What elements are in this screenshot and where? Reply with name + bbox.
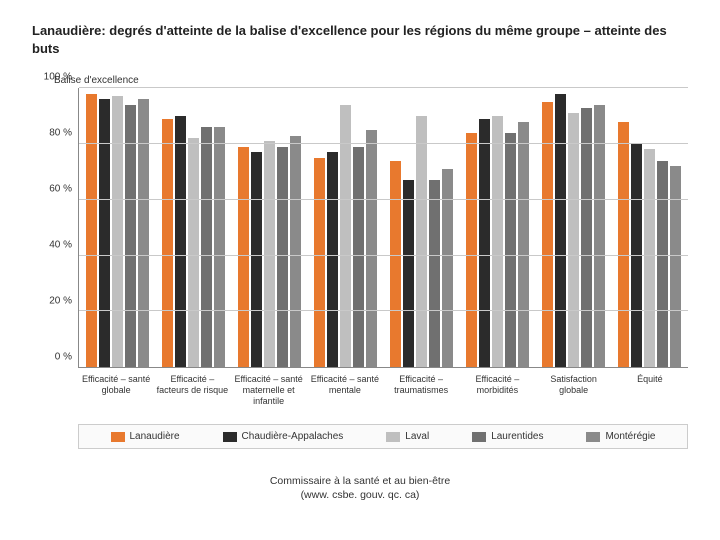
- bar: [568, 113, 579, 367]
- bar-group: [536, 88, 612, 367]
- y-tick-label: 100 %: [44, 72, 72, 83]
- legend-item: Laurentides: [472, 431, 543, 442]
- x-tick-label: Efficacité – morbidités: [459, 368, 535, 406]
- bar: [466, 133, 477, 367]
- footer-line-2: (www. csbe. gouv. qc. ca): [32, 489, 688, 503]
- bar-group: [460, 88, 536, 367]
- bar: [162, 119, 173, 367]
- legend-swatch: [386, 432, 400, 442]
- legend: Lanaudière Chaudière-Appalaches Laval Laure…: [78, 424, 688, 449]
- legend-label: Montérégie: [605, 431, 655, 442]
- y-tick-label: 20 %: [49, 296, 72, 307]
- x-axis-labels: Efficacité – santé globaleEfficacité – f…: [78, 368, 688, 406]
- legend-swatch: [472, 432, 486, 442]
- bar: [277, 147, 288, 367]
- x-tick-label: Satisfaction globale: [536, 368, 612, 406]
- legend-swatch: [586, 432, 600, 442]
- legend-swatch: [223, 432, 237, 442]
- bar-group: [231, 88, 307, 367]
- bar: [479, 119, 490, 367]
- bar: [201, 127, 212, 367]
- legend-item: Lanaudière: [111, 431, 180, 442]
- bar-group: [155, 88, 231, 367]
- legend-label: Chaudière-Appalaches: [242, 431, 344, 442]
- gridline: [79, 255, 688, 256]
- bar: [214, 127, 225, 367]
- container: Lanaudière: degrés d'atteinte de la bali…: [0, 0, 720, 503]
- bar: [555, 94, 566, 367]
- bar: [238, 147, 249, 367]
- bar: [99, 99, 110, 367]
- chart-title: Lanaudière: degrés d'atteinte de la bali…: [32, 22, 688, 57]
- bar: [125, 105, 136, 367]
- y-tick-label: 80 %: [49, 128, 72, 139]
- legend-swatch: [111, 432, 125, 442]
- y-tick-label: 40 %: [49, 240, 72, 251]
- bar: [175, 116, 186, 367]
- plot-area: [78, 88, 688, 368]
- bar: [327, 152, 338, 367]
- bar: [251, 152, 262, 367]
- footer-line-1: Commissaire à la santé et au bien-être: [32, 475, 688, 489]
- bar: [618, 122, 629, 368]
- bar: [188, 138, 199, 367]
- bar: [542, 102, 553, 367]
- bar: [416, 116, 427, 367]
- footer-credit: Commissaire à la santé et au bien-être (…: [32, 475, 688, 502]
- bar: [290, 136, 301, 368]
- x-tick-label: Efficacité – santé mentale: [307, 368, 383, 406]
- bar: [403, 180, 414, 367]
- bar-group: [384, 88, 460, 367]
- gridline: [79, 87, 688, 88]
- bar: [644, 149, 655, 367]
- bar: [429, 180, 440, 367]
- x-tick-label: Efficacité – facteurs de risque: [154, 368, 230, 406]
- x-tick-label: Efficacité – santé globale: [78, 368, 154, 406]
- bar: [505, 133, 516, 367]
- gridline: [79, 143, 688, 144]
- bar: [581, 108, 592, 367]
- chart-area: 0 %20 %40 %60 %80 %100 %: [32, 88, 688, 368]
- legend-item: Chaudière-Appalaches: [223, 431, 344, 442]
- bar-group: [612, 88, 688, 367]
- gridline: [79, 199, 688, 200]
- legend-item: Montérégie: [586, 431, 655, 442]
- gridline: [79, 310, 688, 311]
- y-axis: 0 %20 %40 %60 %80 %100 %: [32, 88, 78, 368]
- y-axis-label: Balise d'excellence: [54, 75, 688, 86]
- bar: [518, 122, 529, 368]
- x-tick-label: Efficacité – santé maternelle et infanti…: [231, 368, 307, 406]
- legend-label: Laurentides: [491, 431, 543, 442]
- y-tick-label: 0 %: [55, 352, 72, 363]
- bar: [138, 99, 149, 367]
- x-tick-label: Équité: [612, 368, 688, 406]
- bar: [112, 96, 123, 367]
- legend-item: Laval: [386, 431, 429, 442]
- bar-group: [307, 88, 383, 367]
- legend-label: Laval: [405, 431, 429, 442]
- y-tick-label: 60 %: [49, 184, 72, 195]
- legend-label: Lanaudière: [130, 431, 180, 442]
- bar: [340, 105, 351, 367]
- bar: [390, 161, 401, 367]
- bar: [366, 130, 377, 367]
- bar: [631, 144, 642, 367]
- bar: [86, 94, 97, 367]
- bar: [670, 166, 681, 367]
- bar: [353, 147, 364, 367]
- bar: [657, 161, 668, 367]
- bar: [492, 116, 503, 367]
- bar: [594, 105, 605, 367]
- x-tick-label: Efficacité – traumatismes: [383, 368, 459, 406]
- bar: [314, 158, 325, 367]
- bar-group: [79, 88, 155, 367]
